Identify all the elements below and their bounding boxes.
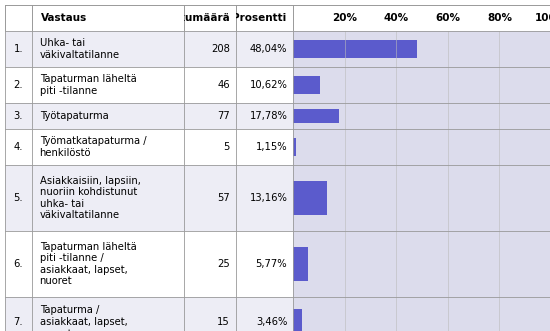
Text: 7.: 7. xyxy=(14,317,23,327)
Text: 46: 46 xyxy=(217,80,230,90)
Text: Tapaturman läheltä
piti -tilanne: Tapaturman läheltä piti -tilanne xyxy=(40,74,136,96)
Text: 40%: 40% xyxy=(384,13,409,23)
Text: 15: 15 xyxy=(217,317,230,327)
Text: 1.: 1. xyxy=(14,44,23,54)
Bar xyxy=(293,138,296,156)
Bar xyxy=(293,109,339,123)
Text: Työmatkatapaturma /
henkilöstö: Työmatkatapaturma / henkilöstö xyxy=(40,136,146,158)
Text: 100%: 100% xyxy=(535,13,550,23)
Text: 5,77%: 5,77% xyxy=(256,259,287,269)
Text: 5.: 5. xyxy=(14,193,23,203)
Text: Prosentti: Prosentti xyxy=(232,13,286,23)
Text: 6.: 6. xyxy=(14,259,23,269)
Text: 80%: 80% xyxy=(487,13,512,23)
Text: 25: 25 xyxy=(217,259,230,269)
Text: Tapaturman läheltä
piti -tilanne /
asiakkaat, lapset,
nuoret: Tapaturman läheltä piti -tilanne / asiak… xyxy=(40,242,136,286)
Text: 1,15%: 1,15% xyxy=(256,142,287,152)
Bar xyxy=(293,309,302,331)
Bar xyxy=(293,40,417,58)
Text: 5: 5 xyxy=(223,142,230,152)
Bar xyxy=(293,181,327,215)
Text: 17,78%: 17,78% xyxy=(250,111,287,121)
Text: 10,62%: 10,62% xyxy=(250,80,287,90)
Text: Tapaturma /
asiakkaat, lapset,
nuoret: Tapaturma / asiakkaat, lapset, nuoret xyxy=(40,306,128,331)
Text: 20%: 20% xyxy=(332,13,357,23)
Text: 4.: 4. xyxy=(14,142,23,152)
Text: 48,04%: 48,04% xyxy=(250,44,287,54)
Text: 3.: 3. xyxy=(14,111,23,121)
Text: Lukumäärä: Lukumäärä xyxy=(164,13,230,23)
Text: Työtapaturma: Työtapaturma xyxy=(40,111,108,121)
Text: 60%: 60% xyxy=(435,13,460,23)
Text: 3,46%: 3,46% xyxy=(256,317,287,327)
Text: 57: 57 xyxy=(217,193,230,203)
Text: Vastaus: Vastaus xyxy=(41,13,87,23)
Text: 2.: 2. xyxy=(14,80,23,90)
Text: 208: 208 xyxy=(211,44,230,54)
Text: 13,16%: 13,16% xyxy=(250,193,287,203)
Text: 77: 77 xyxy=(217,111,230,121)
Text: Asiakkaisiin, lapsiin,
nuoriin kohdistunut
uhka- tai
väkivaltatilanne: Asiakkaisiin, lapsiin, nuoriin kohdistun… xyxy=(40,176,140,220)
Bar xyxy=(293,247,308,281)
Text: Uhka- tai
väkivaltatilanne: Uhka- tai väkivaltatilanne xyxy=(40,38,120,60)
Bar xyxy=(293,76,321,94)
